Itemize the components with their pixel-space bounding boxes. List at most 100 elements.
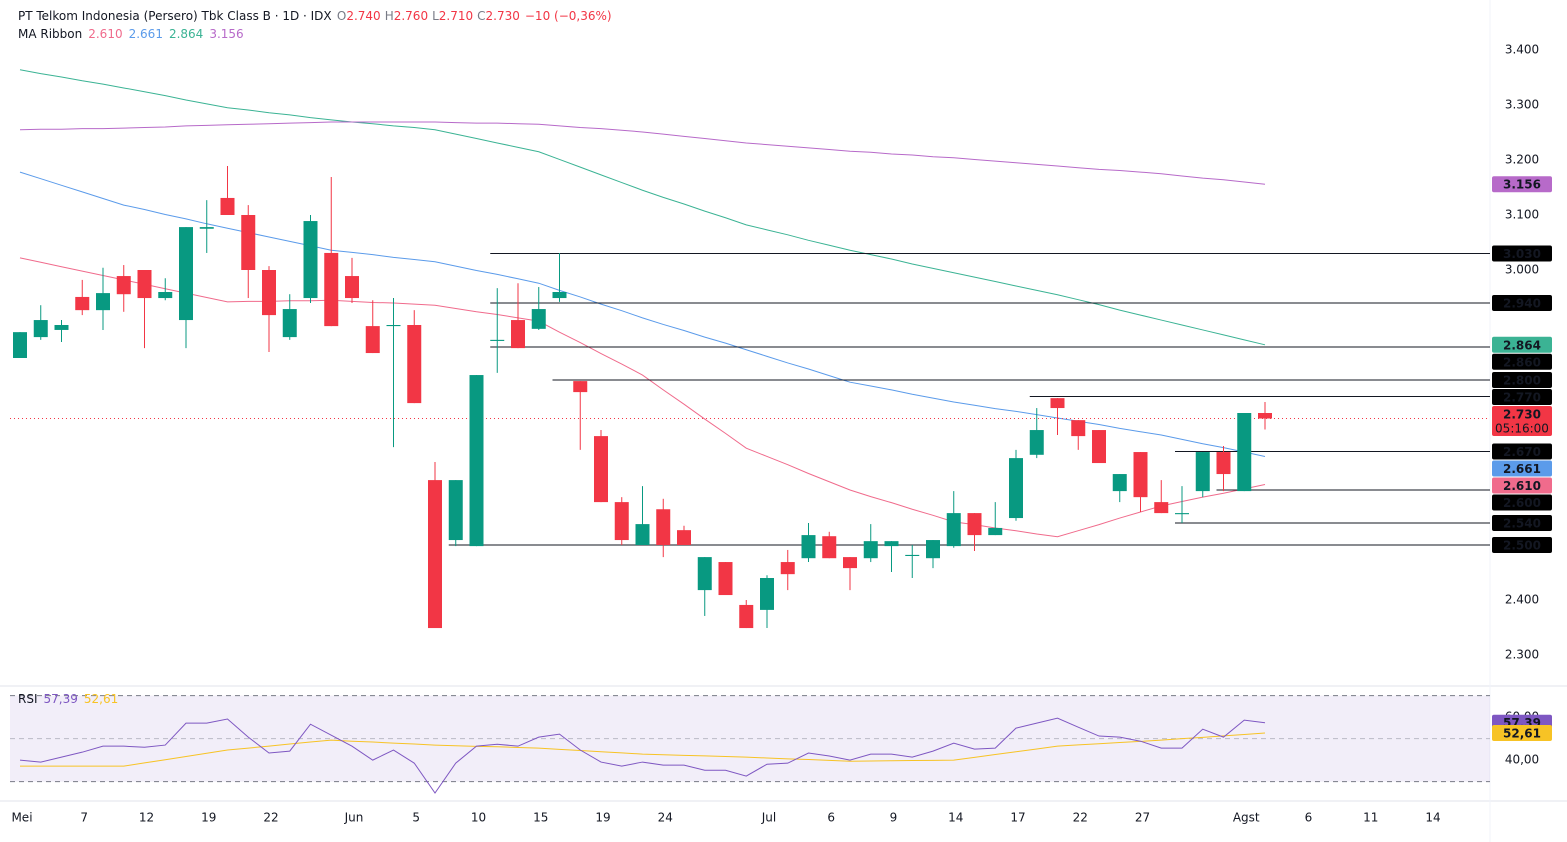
y-tick-label: 40,00 bbox=[1505, 753, 1539, 767]
candle-body bbox=[116, 276, 131, 295]
x-tick-label: 7 bbox=[80, 811, 88, 825]
price-tag-label: 2.670 bbox=[1503, 445, 1541, 459]
candle-body bbox=[199, 227, 214, 229]
legend-value: 2.661 bbox=[129, 27, 163, 41]
x-tick-label: 22 bbox=[263, 811, 278, 825]
candle-body bbox=[780, 562, 795, 575]
symbol-title: PT Telkom Indonesia (Persero) Tbk Class … bbox=[18, 9, 331, 23]
price-tag bbox=[1492, 460, 1552, 477]
candle-body bbox=[1195, 452, 1210, 492]
candle-body bbox=[324, 252, 339, 327]
candle-body bbox=[448, 480, 463, 541]
ohlc-key: C bbox=[477, 9, 485, 23]
x-tick-label: 5 bbox=[412, 811, 420, 825]
countdown-label: 05:16:00 bbox=[1495, 422, 1549, 436]
candle-body bbox=[386, 325, 401, 327]
x-tick-label: 15 bbox=[533, 811, 548, 825]
y-tick-label: 3.400 bbox=[1505, 43, 1539, 57]
price-tag bbox=[1492, 537, 1552, 553]
y-tick-label: 3.300 bbox=[1505, 98, 1539, 112]
indicator-name: MA Ribbon bbox=[18, 27, 82, 41]
candle-body bbox=[220, 197, 235, 215]
x-tick-label: 12 bbox=[139, 811, 154, 825]
x-tick-label: Mei bbox=[11, 811, 32, 825]
candle-body bbox=[1175, 513, 1189, 515]
candle-body bbox=[718, 562, 733, 596]
price-tag-label: 2.500 bbox=[1503, 539, 1541, 553]
candle-body bbox=[96, 293, 110, 311]
legend-value: 3.156 bbox=[209, 27, 243, 41]
candle-body bbox=[739, 604, 754, 629]
candle-body bbox=[822, 536, 837, 559]
x-tick-label: 6 bbox=[1305, 811, 1313, 825]
x-tick-label: Agst bbox=[1233, 811, 1260, 825]
x-tick-label: 14 bbox=[1425, 811, 1440, 825]
price-tag bbox=[1492, 406, 1552, 436]
ohlc-value: 2.710 bbox=[439, 9, 473, 23]
price-tag bbox=[1492, 245, 1552, 262]
candle-body bbox=[469, 375, 484, 547]
candle-body bbox=[1071, 420, 1086, 437]
candle-body bbox=[407, 325, 422, 404]
ohlc-key: O bbox=[337, 9, 346, 23]
x-tick-label: 14 bbox=[948, 811, 963, 825]
x-tick-label: 6 bbox=[827, 811, 835, 825]
y-tick-label: 2.400 bbox=[1505, 593, 1539, 607]
ohlc-value: 2.730 bbox=[486, 9, 520, 23]
candle-body bbox=[677, 530, 691, 545]
price-tag-label: 2.770 bbox=[1503, 391, 1541, 405]
candle-body bbox=[988, 527, 1003, 536]
candle-body bbox=[967, 513, 982, 536]
candle-body bbox=[552, 292, 567, 299]
candle-body bbox=[262, 270, 276, 316]
candle-body bbox=[428, 480, 442, 629]
plot: 3.400 3.300 3.200 3.100 3.000 2.400 2.300 Mei 7 1… bbox=[10, 43, 1552, 825]
price-tag bbox=[1492, 515, 1552, 531]
candle-body bbox=[926, 540, 940, 559]
price-tag-label: 2.600 bbox=[1503, 496, 1541, 510]
candle-body bbox=[1050, 398, 1065, 409]
candle-body bbox=[282, 309, 297, 338]
header: PT Telkom Indonesia (Persero) Tbk Class … bbox=[18, 9, 612, 23]
legend-value: 2.610 bbox=[88, 27, 122, 41]
x-tick-label: 24 bbox=[658, 811, 673, 825]
candle-body bbox=[137, 270, 152, 299]
price-tag bbox=[1492, 372, 1552, 388]
candle-body bbox=[1092, 430, 1106, 464]
candle-body bbox=[614, 502, 629, 541]
x-tick-label: 9 bbox=[890, 811, 898, 825]
rsi-line bbox=[19, 717, 1266, 794]
x-tick-label: 19 bbox=[595, 811, 610, 825]
x-tick-label: 17 bbox=[1010, 811, 1025, 825]
candle-body bbox=[801, 535, 816, 559]
candle-body bbox=[635, 524, 650, 545]
price-tag-label: 3.030 bbox=[1503, 247, 1541, 261]
candle-body bbox=[573, 381, 588, 393]
candle-body bbox=[345, 276, 359, 299]
legend-value: 57,39 bbox=[44, 692, 78, 706]
x-tick-label: 10 bbox=[471, 811, 486, 825]
rsi-legend: RSI 57,39 52,61 bbox=[18, 692, 118, 706]
candle-body bbox=[697, 557, 712, 591]
candle-body bbox=[531, 309, 546, 329]
legend-value: 2.864 bbox=[169, 27, 203, 41]
ma-line bbox=[19, 69, 1266, 346]
price-tag-label: 2.661 bbox=[1503, 462, 1541, 476]
candle-body bbox=[241, 215, 256, 270]
candle-body bbox=[54, 325, 69, 330]
change: −10 (−0,36%) bbox=[525, 9, 612, 23]
candle-body bbox=[1237, 413, 1252, 492]
price-tag-label: 2.540 bbox=[1503, 517, 1541, 531]
y-tick-label: 3.200 bbox=[1505, 153, 1539, 167]
indicator-name: RSI bbox=[18, 692, 38, 706]
price-tag-label: 2.730 bbox=[1503, 408, 1541, 422]
x-tick-label: 11 bbox=[1363, 811, 1378, 825]
price-tag-label: 2.610 bbox=[1503, 479, 1541, 493]
candle-body bbox=[1112, 474, 1127, 492]
x-tick-label: 19 bbox=[201, 811, 216, 825]
candle-body bbox=[13, 332, 27, 358]
ma-line bbox=[19, 121, 1266, 185]
rsi-tag bbox=[1492, 725, 1552, 742]
